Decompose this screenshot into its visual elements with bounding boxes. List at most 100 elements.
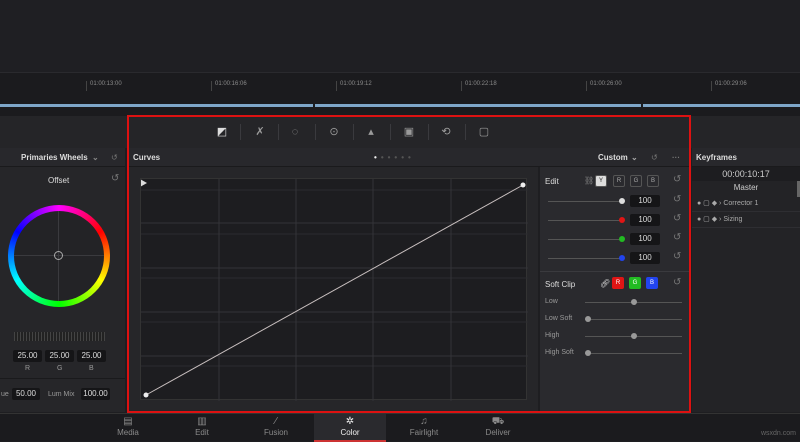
timeline-clip[interactable] [0, 104, 313, 107]
channel-g-button[interactable]: G [630, 175, 642, 187]
luma-curve [145, 184, 524, 396]
timeline-clip[interactable] [315, 104, 641, 107]
slider-knob[interactable] [619, 255, 625, 261]
lum-mix-value[interactable]: 100.00 [81, 388, 110, 400]
reset-icon[interactable]: ↺ [673, 251, 682, 262]
reset-icon[interactable]: ↺ [111, 173, 120, 184]
3d-icon[interactable]: ▢ [478, 126, 490, 138]
soft-clip-label: Soft Clip [545, 280, 576, 289]
slider-knob[interactable] [619, 217, 625, 223]
reset-icon[interactable]: ↺ [673, 174, 682, 185]
more-options-icon[interactable]: ··· [672, 153, 680, 162]
slider-knob[interactable] [585, 350, 591, 356]
timecode-label: 01:00:13:00 [86, 81, 122, 91]
page-dots[interactable]: •••••• [374, 153, 415, 162]
timeline-clip[interactable] [643, 104, 800, 107]
link-icon[interactable]: ⛓ [584, 176, 595, 185]
edit-icon: ▥ [197, 416, 207, 427]
g-label: G [57, 365, 63, 372]
nav-label: Edit [195, 428, 209, 437]
soft-clip-slider[interactable] [585, 316, 682, 322]
fairlight-icon: ♫ [420, 416, 428, 427]
chevron-down-icon[interactable]: ⌄ [92, 153, 99, 162]
nav-color[interactable]: ✲ Color [314, 414, 386, 442]
blur-icon[interactable]: ▴ [368, 126, 374, 138]
reset-icon[interactable]: ↺ [111, 153, 118, 162]
power-window-icon[interactable]: ◌ [291, 126, 299, 138]
channel-slider[interactable] [548, 255, 625, 261]
link-icon[interactable]: 🔗︎ [600, 279, 611, 288]
keyframes-title: Keyframes [696, 153, 737, 162]
slider-knob[interactable] [619, 198, 625, 204]
edit-label: Edit [545, 177, 559, 186]
nav-media[interactable]: ▤ Media [92, 414, 164, 442]
keyframe-track[interactable]: ● ▢ ◆ › Corrector 1 [692, 196, 800, 212]
master-track[interactable]: Master [733, 183, 759, 192]
keyframes-panel: 00:00:10:17 Master ● ▢ ◆ › Corrector 1 ●… [692, 167, 800, 412]
qualifier-eyedropper-icon[interactable]: ✗ [255, 126, 265, 138]
sizing-icon[interactable]: ⟲ [441, 126, 451, 138]
channel-value[interactable]: 100 [630, 233, 660, 245]
soft-clip-b-button[interactable]: B [646, 277, 658, 289]
channel-r-button[interactable]: R [613, 175, 625, 187]
soft-clip-row-label: Low [545, 298, 558, 305]
wheel-handle[interactable] [54, 251, 63, 260]
slider-knob[interactable] [630, 299, 637, 305]
curve-graph[interactable] [140, 178, 528, 401]
timecode-label: 01:00:19:12 [336, 81, 372, 91]
curve-point-white [520, 182, 526, 188]
offset-g-value[interactable]: 25.00 [45, 350, 74, 362]
keyframe-track[interactable]: ● ▢ ◆ › Sizing [692, 212, 800, 228]
reset-icon[interactable]: ↺ [673, 232, 682, 243]
soft-clip-row-label: Low Soft [545, 315, 573, 322]
nav-deliver[interactable]: ⛟ Deliver [462, 414, 534, 442]
key-icon[interactable]: ▣ [403, 126, 415, 138]
wheel-label: Offset [48, 176, 70, 185]
slider-knob[interactable] [619, 236, 625, 242]
slider-knob[interactable] [585, 316, 591, 322]
reset-icon[interactable]: ↺ [673, 213, 682, 224]
timecode-label: 01:00:22:18 [461, 81, 497, 91]
channel-y-button[interactable]: Y [595, 175, 607, 187]
channel-slider[interactable] [548, 236, 625, 242]
curves-mode-dropdown[interactable]: Custom [598, 153, 628, 162]
color-icon: ✲ [345, 416, 355, 427]
offset-b-value[interactable]: 25.00 [77, 350, 106, 362]
reset-icon[interactable]: ↺ [651, 153, 658, 162]
hue-value[interactable]: 50.00 [12, 388, 40, 400]
reset-icon[interactable]: ↺ [673, 194, 682, 205]
soft-clip-slider[interactable] [585, 299, 682, 305]
nav-fairlight[interactable]: ♫ Fairlight [388, 414, 460, 442]
reset-icon[interactable]: ↺ [673, 277, 682, 288]
channel-b-button[interactable]: B [647, 175, 659, 187]
soft-clip-slider[interactable] [585, 333, 682, 339]
curve-point-black [143, 392, 149, 398]
channel-slider[interactable] [548, 217, 625, 223]
scrollbar[interactable] [797, 181, 800, 197]
palette-toolbar: ◩ ✗ ◌ ⊙ ▴ ▣ ⟲ ▢ [0, 116, 800, 148]
offset-r-value[interactable]: 25.00 [13, 350, 42, 362]
channel-slider[interactable] [548, 198, 625, 204]
offset-color-wheel[interactable] [8, 205, 110, 307]
lum-mix-label: Lum Mix [48, 391, 75, 398]
curve-marker-icon [141, 179, 147, 187]
channel-value[interactable]: 100 [630, 252, 660, 264]
nav-fusion[interactable]: ∕ Fusion [240, 414, 312, 442]
b-label: B [89, 365, 94, 372]
hue-label: ue [1, 391, 9, 398]
chevron-down-icon[interactable]: ⌄ [631, 153, 638, 162]
master-wheel[interactable] [14, 332, 105, 341]
soft-clip-g-button[interactable]: G [629, 277, 641, 289]
soft-clip-slider[interactable] [585, 350, 682, 356]
nav-label: Deliver [485, 428, 511, 437]
slider-knob[interactable] [630, 333, 637, 339]
primaries-mode-dropdown[interactable]: Primaries Wheels [21, 153, 88, 162]
timeline-ruler[interactable]: 01:00:13:00 01:00:16:06 01:00:19:12 01:0… [0, 72, 800, 116]
nav-edit[interactable]: ▥ Edit [166, 414, 238, 442]
soft-clip-r-button[interactable]: R [612, 277, 624, 289]
channel-value[interactable]: 100 [630, 214, 660, 226]
tracker-icon[interactable]: ⊙ [329, 126, 339, 138]
curves-icon[interactable]: ◩ [216, 126, 228, 138]
channel-value[interactable]: 100 [630, 195, 660, 207]
timecode-label: 01:00:26:00 [586, 81, 622, 91]
